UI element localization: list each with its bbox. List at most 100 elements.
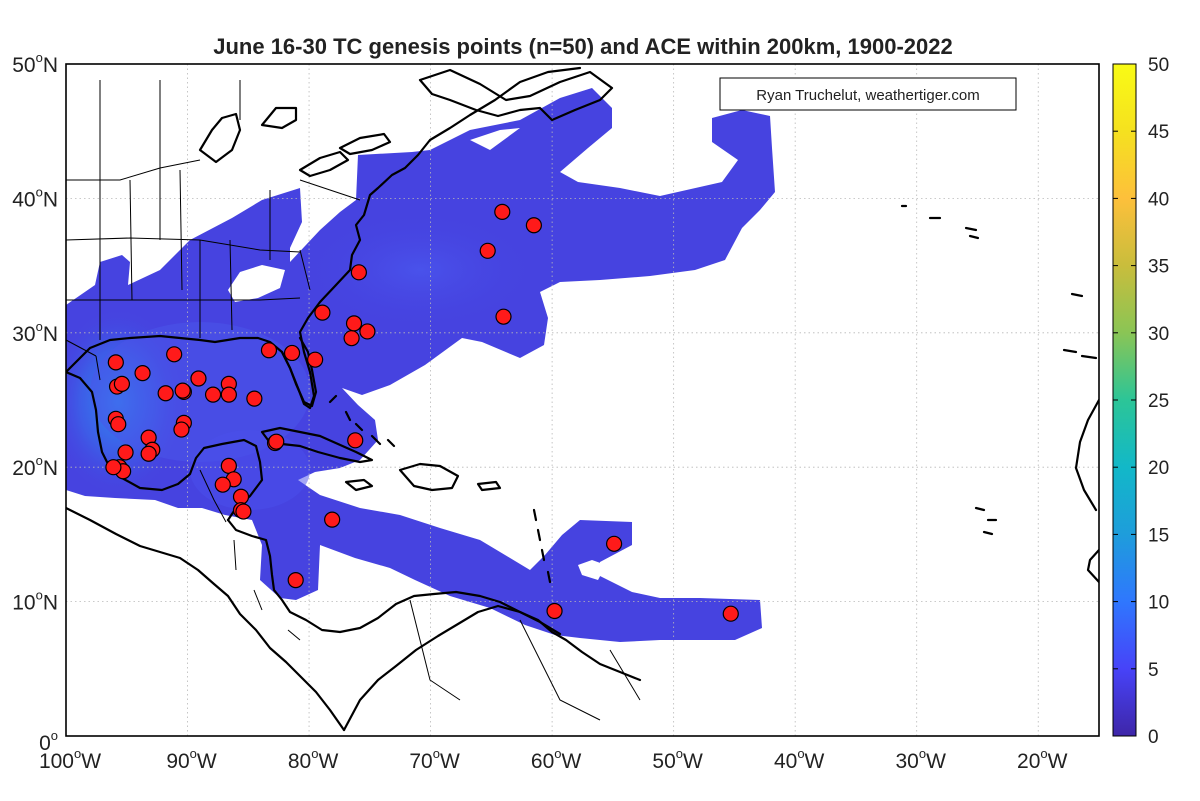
genesis-point <box>140 445 157 462</box>
longitude-tick-label-hemisphere: W <box>683 750 703 773</box>
longitude-tick-label: 40oW <box>774 746 825 773</box>
colorbar-tick-label: 15 <box>1148 525 1169 546</box>
map-area: Ryan Truchelut, weathertiger.com <box>66 64 1099 736</box>
latitude-tick-label-degree: o <box>36 184 43 199</box>
genesis-point <box>287 571 304 589</box>
longitude-tick-label-degree: o <box>797 746 804 761</box>
genesis-point <box>283 344 301 362</box>
genesis-points <box>105 203 739 622</box>
genesis-point <box>204 386 222 403</box>
genesis-point <box>117 444 134 461</box>
genesis-point <box>605 535 623 552</box>
genesis-point <box>345 315 363 332</box>
longitude-tick-label-hemisphere: W <box>926 750 946 773</box>
longitude-tick-label-degree: o <box>554 746 561 761</box>
latitude-tick-label-degree: o <box>36 453 43 468</box>
longitude-tick-label: 20oW <box>1017 746 1068 773</box>
longitude-tick-label: 50oW <box>652 746 703 773</box>
genesis-point <box>173 421 190 438</box>
latitude-tick-label-degree: o <box>36 588 43 603</box>
longitude-tick-label-number: 40 <box>774 750 797 773</box>
colorbar-tick-labels: 0 5 10 15 20 25 30 35 40 45 50 <box>1113 55 1169 748</box>
longitude-tick-label-hemisphere: W <box>562 750 582 773</box>
genesis-point <box>314 304 331 321</box>
longitude-tick-label-degree: o <box>74 746 81 761</box>
latitude-tick-label: 0o <box>39 728 58 755</box>
longitude-tick-label-number: 70 <box>409 750 432 773</box>
latitude-tick-label-degree: o <box>36 319 43 334</box>
longitude-tick-label-degree: o <box>1040 746 1047 761</box>
latitude-tick-label-degree: o <box>51 728 58 743</box>
longitude-tick-label-number: 30 <box>895 750 918 773</box>
genesis-point <box>110 416 127 433</box>
colorbar-tick-label: 35 <box>1148 257 1169 278</box>
genesis-point <box>495 308 512 325</box>
latitude-tick-label: 30oN <box>12 319 58 346</box>
latitude-tick-label-number: 20 <box>12 457 35 480</box>
colorbar-tick-label: 0 <box>1148 727 1159 748</box>
longitude-tick-label: 70oW <box>409 746 460 773</box>
genesis-point <box>722 605 739 622</box>
genesis-point <box>105 459 122 476</box>
longitude-tick-label-number: 100 <box>39 750 74 773</box>
longitude-tick-label: 30oW <box>895 746 946 773</box>
longitude-tick-label: 60oW <box>531 746 582 773</box>
genesis-point <box>157 385 174 402</box>
genesis-point <box>113 375 131 392</box>
colorbar-tick-label: 20 <box>1148 458 1169 479</box>
latitude-tick-label: 10oN <box>12 588 58 615</box>
longitude-tick-label-hemisphere: W <box>318 750 338 773</box>
genesis-point <box>324 511 341 528</box>
latitude-tick-label-hemisphere: N <box>43 188 58 211</box>
credit-text: Ryan Truchelut, weathertiger.com <box>756 87 979 104</box>
longitude-tick-label-degree: o <box>676 746 683 761</box>
genesis-point <box>107 354 124 371</box>
longitude-tick-label-hemisphere: W <box>440 750 460 773</box>
genesis-point <box>134 365 151 382</box>
longitude-tick-label-hemisphere: W <box>197 750 217 773</box>
genesis-point <box>347 432 364 449</box>
longitude-tick-label-number: 50 <box>652 750 675 773</box>
genesis-point <box>546 602 563 620</box>
longitude-tick-label: 90oW <box>166 746 217 773</box>
genesis-point <box>246 390 263 407</box>
genesis-point <box>260 342 278 359</box>
genesis-point <box>343 330 360 347</box>
longitude-tick-label-degree: o <box>919 746 926 761</box>
genesis-point <box>214 476 231 493</box>
colorbar-tick-label: 10 <box>1148 593 1169 614</box>
genesis-point <box>220 386 237 403</box>
colorbar-tick-label: 40 <box>1148 189 1169 210</box>
coastlines <box>66 66 1099 732</box>
longitude-tick-label-hemisphere: W <box>81 750 101 773</box>
colorbar-tick-label: 25 <box>1148 391 1169 412</box>
latitude-tick-label-number: 0 <box>39 732 51 755</box>
genesis-point <box>525 217 542 234</box>
longitude-tick-label-number: 60 <box>531 750 554 773</box>
latitude-tick-label-hemisphere: N <box>43 592 58 615</box>
latitude-tick-label-number: 50 <box>12 54 35 77</box>
genesis-point <box>174 382 191 399</box>
credit-box: Ryan Truchelut, weathertiger.com <box>719 77 1017 111</box>
genesis-point <box>479 242 496 259</box>
colorbar-tick-label: 45 <box>1148 122 1169 143</box>
genesis-point <box>268 433 285 450</box>
latitude-tick-label: 50oN <box>12 50 58 77</box>
longitude-tick-label-degree: o <box>311 746 318 761</box>
latitude-tick-label-hemisphere: N <box>43 54 58 77</box>
colorbar: 0 5 10 15 20 25 30 35 40 45 50 <box>1112 55 1169 748</box>
latitude-tick-label: 40oN <box>12 184 58 211</box>
map-frame <box>65 63 1100 737</box>
genesis-point <box>307 351 324 368</box>
latitude-tick-label-number: 30 <box>12 323 35 346</box>
map-title: June 16-30 TC genesis points (n=50) and … <box>213 34 953 59</box>
political-borders <box>66 80 641 721</box>
genesis-point <box>359 323 376 340</box>
latitude-tick-label-degree: o <box>36 50 43 65</box>
graticule <box>66 64 1099 736</box>
longitude-tick-label-degree: o <box>433 746 440 761</box>
longitude-tick-labels: 100oW 90oW 80oW 70oW 60oW 50oW 40oW 30oW 20oW <box>39 746 1068 773</box>
latitude-tick-label-hemisphere: N <box>43 457 58 480</box>
